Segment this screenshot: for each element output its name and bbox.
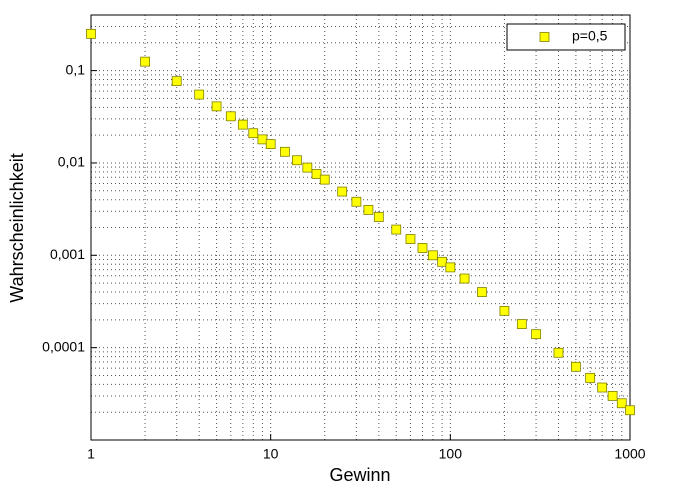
point (445, 262, 456, 273)
point (531, 329, 541, 340)
point (616, 398, 627, 409)
point (428, 250, 438, 261)
plot-frame (90, 14, 631, 441)
point (571, 361, 581, 372)
point (171, 76, 182, 86)
point (597, 382, 608, 393)
y-tick-label: 0,001 (50, 246, 85, 262)
legend-box (506, 23, 626, 51)
point (140, 56, 150, 67)
point (311, 169, 322, 179)
point (607, 391, 618, 401)
point (337, 186, 348, 197)
legend-marker (539, 32, 550, 42)
point (265, 139, 276, 149)
point (302, 162, 313, 173)
point (585, 373, 596, 383)
point (405, 234, 416, 244)
point (86, 28, 96, 39)
x-axis-title: Gewinn (329, 465, 390, 485)
point (499, 306, 510, 316)
point (248, 128, 259, 139)
x-tick-label: 1 (87, 446, 95, 462)
point (194, 89, 205, 100)
point (292, 155, 302, 166)
point (363, 205, 374, 215)
point (417, 243, 428, 253)
point (225, 111, 236, 122)
x-tick-label: 10 (263, 446, 279, 462)
point (477, 287, 487, 297)
x-tick-label: 1000 (614, 446, 645, 462)
y-axis-title: Wahrscheinlichkeit (7, 153, 27, 302)
point (257, 134, 268, 145)
point (237, 119, 248, 130)
point (319, 174, 330, 185)
point (373, 212, 384, 222)
point (391, 224, 402, 235)
legend-label: p=0,5 (572, 28, 608, 44)
x-tick-label: 100 (439, 446, 463, 462)
point (625, 405, 635, 416)
y-tick-label: 0,0001 (42, 338, 85, 354)
point (211, 101, 222, 112)
point (279, 146, 290, 157)
y-tick-label: 0,1 (66, 61, 86, 77)
point (437, 256, 448, 267)
point (351, 196, 362, 207)
point (516, 319, 527, 329)
point (459, 273, 470, 284)
y-tick-label: 0,01 (58, 154, 85, 170)
point (553, 347, 564, 358)
